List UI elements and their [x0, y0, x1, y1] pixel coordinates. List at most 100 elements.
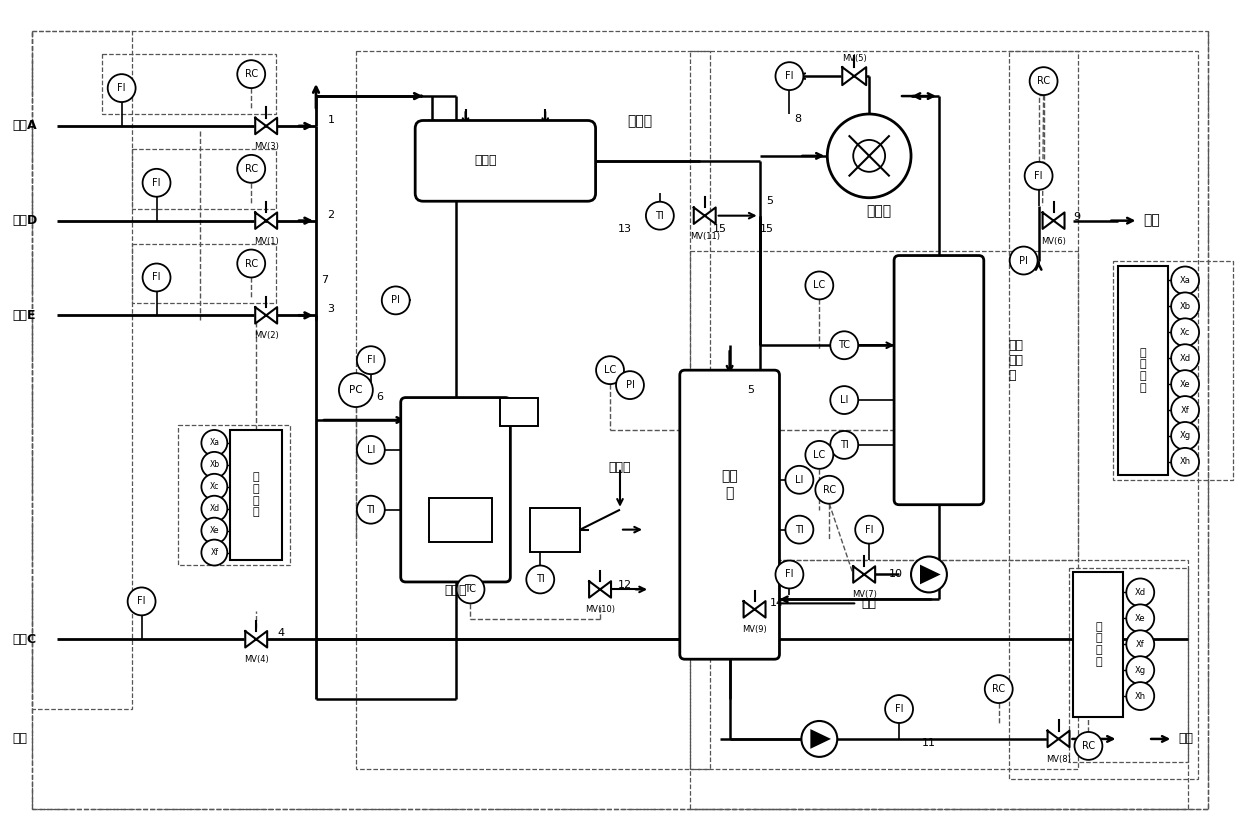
Text: 8: 8 — [794, 114, 802, 124]
Text: Xa: Xa — [209, 438, 219, 447]
Text: 7: 7 — [321, 275, 328, 285]
Text: FI: FI — [152, 273, 161, 283]
Polygon shape — [589, 581, 611, 598]
Text: Xa: Xa — [1180, 276, 1191, 285]
Bar — [131, 149, 276, 209]
Bar — [230, 430, 282, 559]
Text: 13: 13 — [618, 224, 632, 233]
Bar — [501, 398, 538, 426]
Text: 分
析
仪
一: 分 析 仪 一 — [253, 472, 259, 517]
Text: TC: TC — [465, 584, 477, 594]
Text: RC: RC — [1082, 741, 1095, 751]
Circle shape — [1074, 732, 1103, 760]
Text: 12: 12 — [618, 580, 632, 590]
Text: TI: TI — [795, 525, 804, 535]
Polygon shape — [694, 207, 716, 224]
Text: TI: TI — [367, 505, 375, 515]
Polygon shape — [255, 118, 278, 135]
Text: MV(11): MV(11) — [690, 232, 720, 241]
Circle shape — [786, 516, 813, 543]
Text: Xg: Xg — [1180, 431, 1191, 441]
Bar — [1119, 266, 1168, 475]
Text: LC: LC — [813, 450, 825, 460]
Circle shape — [1171, 422, 1199, 450]
Text: 蒸汽: 蒸汽 — [861, 597, 877, 610]
Circle shape — [238, 60, 265, 88]
Circle shape — [1171, 448, 1199, 476]
Circle shape — [456, 575, 484, 604]
Bar — [690, 251, 1078, 559]
Bar — [530, 507, 580, 552]
Circle shape — [1171, 319, 1199, 346]
Polygon shape — [255, 307, 278, 324]
Text: TI: TI — [840, 440, 849, 450]
Circle shape — [1025, 162, 1053, 190]
Text: Xg: Xg — [1135, 665, 1146, 675]
Text: FI: FI — [865, 525, 873, 535]
Text: MV(9): MV(9) — [742, 625, 767, 635]
Circle shape — [357, 496, 385, 523]
Text: PC: PC — [349, 385, 363, 395]
Circle shape — [128, 588, 156, 615]
Text: 6: 6 — [375, 392, 383, 402]
Text: LC: LC — [603, 365, 616, 375]
Circle shape — [805, 441, 834, 469]
Polygon shape — [921, 564, 940, 584]
Text: 11: 11 — [922, 738, 935, 748]
Circle shape — [1030, 67, 1058, 95]
Circle shape — [646, 201, 674, 230]
Text: Xd: Xd — [209, 504, 219, 513]
Bar — [178, 425, 290, 564]
Text: MV(10): MV(10) — [585, 605, 615, 614]
Text: 5: 5 — [766, 196, 773, 206]
Text: MV(3): MV(3) — [254, 142, 279, 151]
Text: 5: 5 — [747, 385, 755, 395]
Text: MV(4): MV(4) — [244, 655, 269, 665]
Text: Xc: Xc — [209, 482, 219, 492]
Text: Xd: Xd — [1180, 354, 1191, 363]
Circle shape — [855, 516, 883, 543]
Circle shape — [596, 356, 624, 384]
Bar — [102, 54, 276, 114]
Circle shape — [616, 371, 644, 399]
Text: 物料E: 物料E — [12, 308, 36, 322]
Text: Xc: Xc — [1180, 328, 1191, 337]
Text: 大气: 大气 — [1144, 214, 1160, 227]
Text: 2: 2 — [327, 210, 335, 220]
Text: 分
析
仪
二: 分 析 仪 二 — [1095, 622, 1101, 666]
Text: RC: RC — [823, 485, 836, 495]
Circle shape — [382, 287, 410, 314]
Text: 3: 3 — [327, 304, 335, 314]
Text: 物料A: 物料A — [12, 120, 37, 132]
Text: FI: FI — [138, 596, 146, 606]
Text: TC: TC — [839, 340, 850, 350]
Bar — [131, 243, 276, 303]
Circle shape — [885, 695, 913, 723]
Text: MV(2): MV(2) — [254, 331, 279, 340]
FancyBboxPatch shape — [415, 120, 596, 201]
Text: 反应器: 反应器 — [445, 584, 467, 597]
Circle shape — [202, 517, 227, 543]
Circle shape — [802, 721, 838, 757]
Circle shape — [830, 386, 859, 414]
Bar — [690, 559, 1188, 808]
Text: TI: TI — [536, 574, 545, 584]
Circle shape — [1171, 293, 1199, 320]
Text: PI: PI — [1020, 256, 1028, 266]
Polygon shape — [810, 729, 831, 749]
Circle shape — [142, 263, 171, 292]
FancyBboxPatch shape — [400, 398, 510, 582]
Circle shape — [1171, 344, 1199, 372]
Text: MV(7): MV(7) — [851, 590, 877, 599]
Circle shape — [1126, 579, 1155, 606]
Polygon shape — [1047, 731, 1069, 747]
Circle shape — [911, 557, 947, 593]
Circle shape — [786, 466, 813, 494]
Text: Xh: Xh — [1180, 457, 1191, 466]
Text: Xb: Xb — [1180, 302, 1191, 311]
Text: 物料D: 物料D — [12, 214, 37, 227]
Bar — [1114, 261, 1233, 480]
FancyBboxPatch shape — [895, 256, 984, 505]
FancyBboxPatch shape — [680, 370, 779, 660]
Text: TI: TI — [655, 211, 664, 221]
